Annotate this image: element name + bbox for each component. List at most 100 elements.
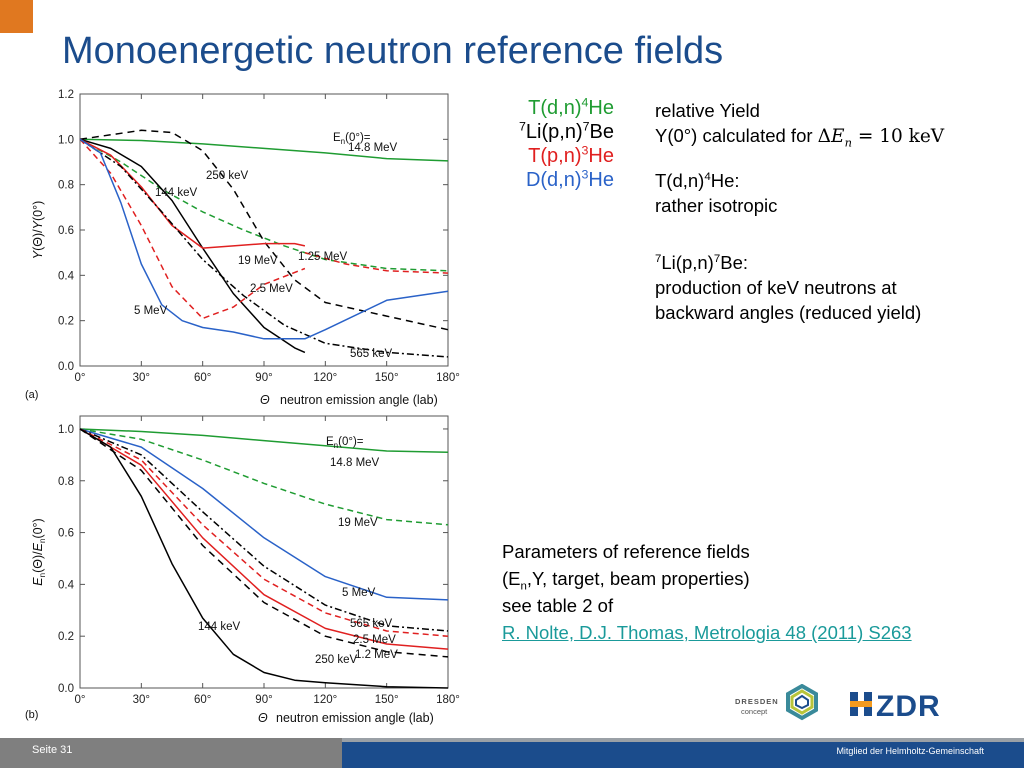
y-axis-label: En(Θ)/En(0°): [31, 518, 47, 585]
y-tick-label: 0.0: [58, 361, 74, 373]
reaction-lipn: 7Li(p,n)7Be: [519, 119, 614, 143]
x-tick-label: 90°: [255, 372, 272, 384]
yield-line1: relative Yield: [655, 100, 760, 121]
chart-a: 0° 30° 60° 90° 120° 150° 180° 0.0 0.2 0.4 0.6 0.8 1.…: [20, 84, 500, 414]
svg-text:ZDR: ZDR: [876, 690, 941, 722]
series-line-565-kev: [79, 428, 449, 632]
series-line-144-kev: [79, 138, 306, 354]
label-1-2-mev: 1.2 MeV: [355, 649, 398, 661]
series-line-5-mev: [79, 138, 449, 340]
svg-text:concept: concept: [741, 707, 768, 716]
annotation-en0: En(0°)=: [326, 436, 364, 450]
y-tick-label: 0.6: [58, 528, 74, 540]
params-line1: Parameters of reference fields: [502, 541, 750, 562]
svg-text:DRESDEN: DRESDEN: [735, 697, 779, 706]
yield-info: relative Yield Y(0°) calculated for ΔEn …: [655, 98, 944, 149]
y-tick-label: 0.0: [58, 683, 74, 695]
y-tick-label: 0.4: [58, 270, 75, 282]
dresden-concept-logo: DRESDEN concept: [733, 683, 823, 733]
panel-label-a: (a): [25, 389, 38, 401]
reaction-legend: T(d,n)4He 7Li(p,n)7Be T(p,n)3He D(d,n)3H…: [478, 96, 614, 192]
footer-left: [0, 738, 342, 768]
x-tick-label: 30°: [133, 694, 150, 706]
page-number: Seite 31: [32, 744, 73, 756]
label-19-mev: 19 MeV: [238, 255, 278, 267]
x-tick-label: 150°: [375, 694, 399, 706]
tdn-info: T(d,n)4He: rather isotropic: [655, 168, 777, 218]
slide-title: Monoenergetic neutron reference fields: [62, 30, 724, 72]
params-line3: see table 2 of: [502, 595, 614, 616]
yield-line2: Y(0°) calculated for ΔEn = 10 keV: [655, 125, 945, 150]
x-tick-label: 30°: [133, 372, 150, 384]
reference-link[interactable]: R. Nolte, D.J. Thomas, Metrologia 48 (20…: [502, 622, 912, 643]
y-axis-label: Y(Θ)/Y(0°): [31, 201, 45, 260]
tdn-title: T(d,n)4He:: [655, 170, 740, 191]
label-144-kev: 144 keV: [155, 187, 198, 199]
corner-accent: [0, 0, 33, 33]
label-144-kev: 144 keV: [198, 621, 241, 633]
x-tick-label: 90°: [255, 694, 272, 706]
label-1-25-mev: 1.25 MeV: [298, 251, 348, 263]
li-text2: backward angles (reduced yield): [655, 302, 922, 323]
footer-membership: Mitglied der Helmholtz-Gemeinschaft: [836, 746, 984, 756]
li-info: 7Li(p,n)7Be: production of keV neutrons …: [655, 250, 921, 325]
chart-a-svg: 0° 30° 60° 90° 120° 150° 180° 0.0 0.2 0.4 0.6 0.8 1.…: [25, 89, 460, 407]
series-line-19-mev: [79, 428, 449, 526]
label-5-mev: 5 MeV: [342, 587, 376, 599]
series-line-144-kev: [79, 428, 449, 689]
x-tick-label: 120°: [313, 372, 337, 384]
label-5-mev: 5 MeV: [134, 305, 168, 317]
label-565-kev: 565 keV: [350, 348, 393, 360]
x-tick-label: 0°: [75, 694, 86, 706]
series-line-565-kev: [79, 138, 449, 358]
series-line-14-8-mev: [79, 428, 449, 454]
series-line-14-8-mev: [79, 138, 449, 162]
y-tick-label: 0.2: [58, 316, 74, 328]
label-2-5-mev: 2.5 MeV: [353, 634, 396, 646]
x-tick-label: 120°: [313, 694, 337, 706]
x-tick-label: 150°: [375, 372, 399, 384]
y-tick-label: 0.4: [58, 579, 75, 591]
reaction-tpn: T(p,n)3He: [528, 143, 614, 167]
label-14-8-mev: 14.8 MeV: [348, 142, 398, 154]
annotation-en0: En(0°)=: [333, 132, 371, 146]
y-tick-label: 0.8: [58, 180, 74, 192]
series-line-250-kev: [79, 428, 449, 658]
chart-b: 0° 30° 60° 90° 120° 150° 180° 0.0 0.2 0.4 0.6 0.8 1.…: [20, 412, 500, 734]
li-text1: production of keV neutrons at: [655, 277, 897, 298]
chart-b-svg: 0° 30° 60° 90° 120° 150° 180° 0.0 0.2 0.4 0.6 0.8 1.…: [25, 415, 460, 725]
x-tick-label: 180°: [436, 694, 460, 706]
label-250-kev: 250 keV: [315, 654, 358, 666]
label-565-kev: 565 keV: [350, 618, 393, 630]
reaction-tdn: T(d,n)4He: [528, 95, 614, 119]
y-tick-label: 1.2: [58, 89, 74, 101]
y-tick-label: 1.0: [58, 424, 74, 436]
series-line-19-mev: [79, 138, 449, 272]
x-tick-label: 60°: [194, 694, 211, 706]
series-line-5-mev: [79, 428, 449, 601]
li-title: 7Li(p,n)7Be:: [655, 252, 749, 273]
label-14-8-mev: 14.8 MeV: [330, 457, 380, 469]
label-2-5-mev: 2.5 MeV: [250, 283, 293, 295]
tdn-text: rather isotropic: [655, 195, 778, 216]
y-tick-label: 0.8: [58, 476, 74, 488]
x-tick-label: 60°: [194, 372, 211, 384]
series-line-250-kev: [79, 129, 449, 331]
footer-strip: [342, 738, 1024, 742]
parameters-block: Parameters of reference fields (En,Y, ta…: [502, 538, 912, 646]
y-tick-label: 0.6: [58, 225, 74, 237]
label-19-mev: 19 MeV: [338, 517, 378, 529]
x-tick-label: 180°: [436, 372, 460, 384]
y-tick-label: 0.2: [58, 631, 74, 643]
series-line-1-2-mev: [79, 428, 449, 650]
series-line-2-5-mev: [79, 138, 306, 320]
hzdr-logo: ZDR: [850, 688, 990, 727]
params-line2: (En,Y, target, beam properties): [502, 568, 750, 593]
y-tick-label: 1.0: [58, 134, 74, 146]
x-tick-label: 0°: [75, 372, 86, 384]
series-line-1-25-mev-dashed: [304, 251, 449, 274]
label-250-kev: 250 keV: [206, 170, 249, 182]
panel-label-b: (b): [25, 709, 38, 721]
